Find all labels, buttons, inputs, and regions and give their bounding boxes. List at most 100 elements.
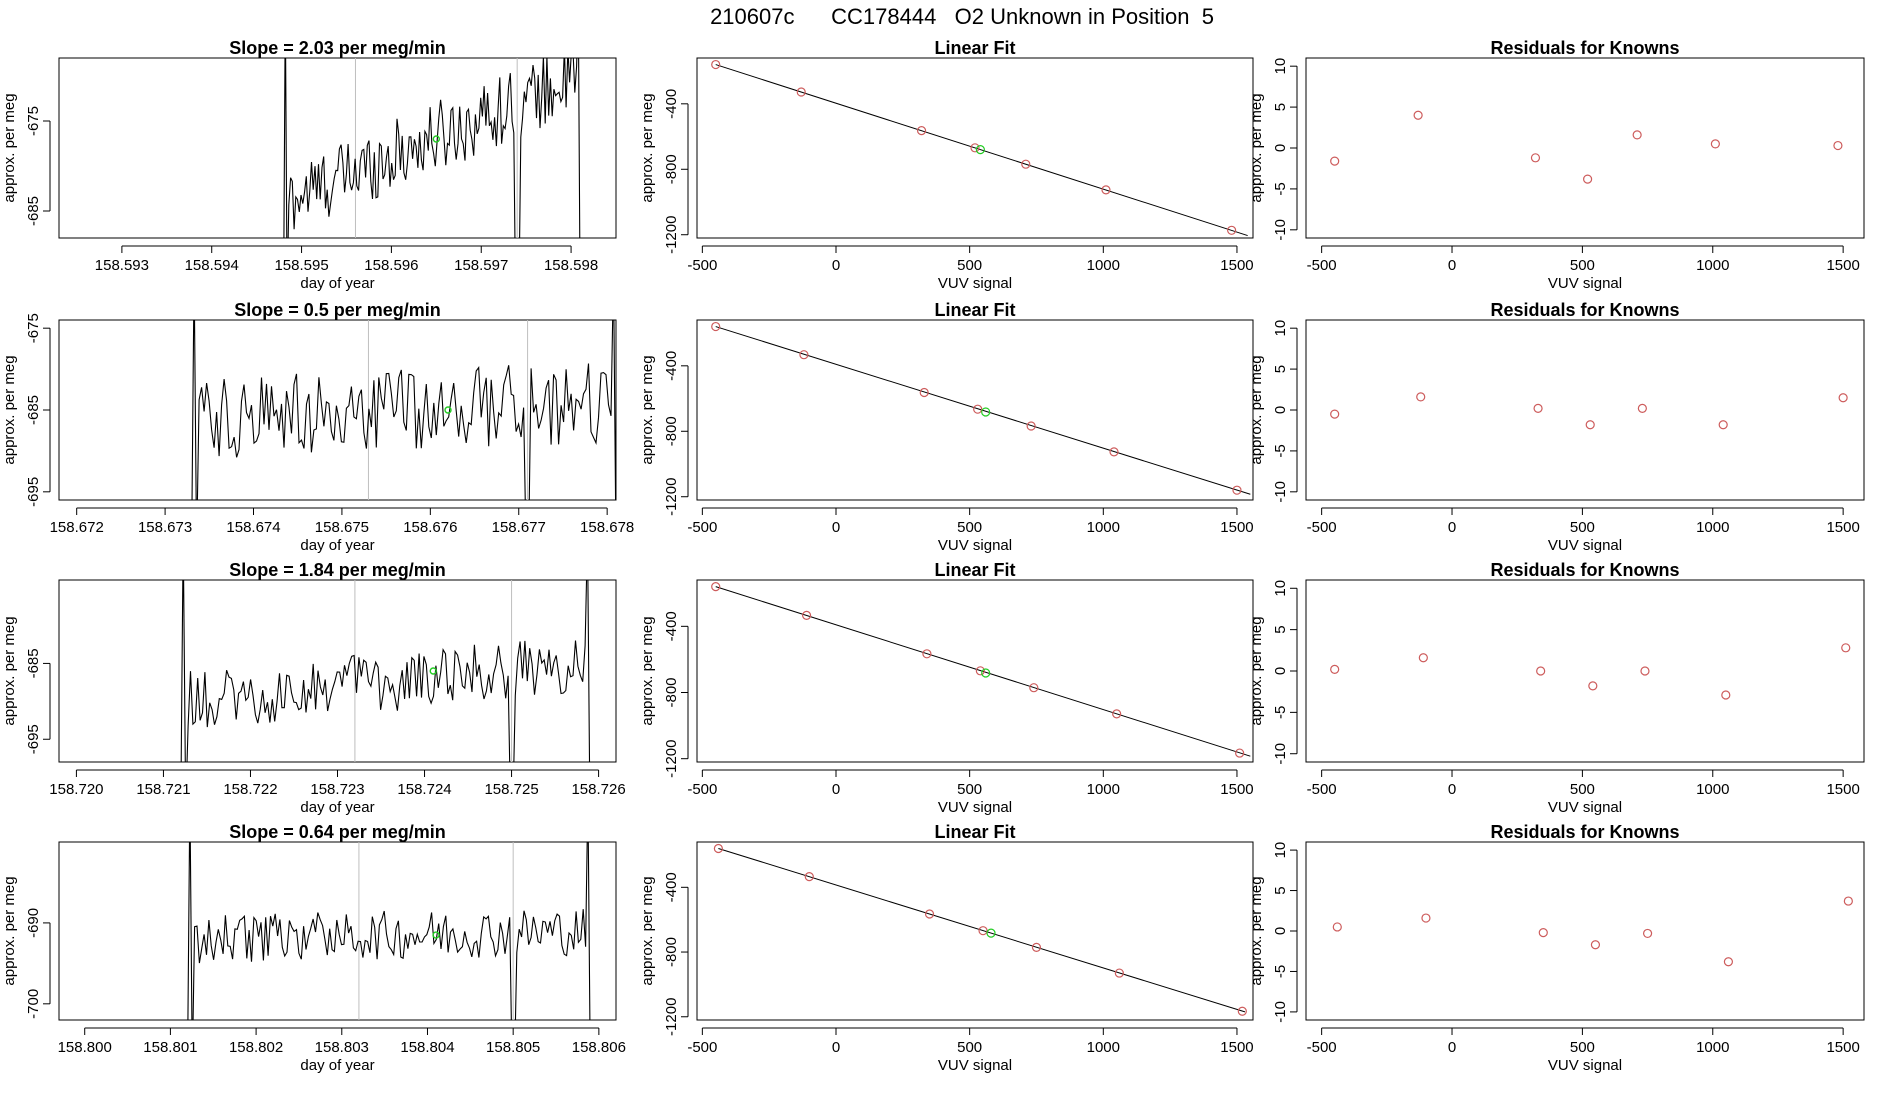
- known-point: [713, 843, 723, 854]
- y-tick-label: -685: [25, 395, 42, 425]
- y-tick-label: -400: [663, 89, 680, 119]
- panel-title: Residuals for Knowns: [1490, 560, 1679, 580]
- signal-trace: [180, 580, 591, 762]
- x-tick-label: 1500: [1826, 1039, 1859, 1056]
- x-tick-label: 158.598: [544, 257, 598, 274]
- panels: Slope = 2.03 per meg/min 158.593 158.594 15…: [1, 38, 1865, 1074]
- y-tick-label: -800: [663, 154, 680, 184]
- plot-area: [1330, 392, 1848, 430]
- plot-frame: [1305, 579, 1865, 763]
- x-tick-label: -500: [687, 781, 717, 798]
- plot-area: [711, 321, 1251, 495]
- unknown-point: [981, 668, 991, 678]
- signal-trace: [187, 842, 591, 1020]
- x-tick-label: -500: [1307, 519, 1337, 536]
- panel-title: Slope = 1.84 per meg/min: [229, 560, 446, 580]
- x-tick-label: 1500: [1220, 257, 1253, 274]
- residual-point: [1833, 140, 1843, 151]
- known-point: [711, 582, 721, 592]
- panel-title: Linear Fit: [934, 38, 1015, 58]
- x-axis-label: VUV signal: [1548, 1057, 1622, 1074]
- known-point: [924, 909, 935, 919]
- known-point: [973, 404, 983, 414]
- plot-area: [1330, 643, 1851, 700]
- x-tick-label: 1500: [1220, 781, 1253, 798]
- x-tick-label: 1500: [1826, 257, 1859, 274]
- x-axis-label: day of year: [300, 537, 374, 554]
- x-tick-label: -500: [1307, 1039, 1337, 1056]
- panel-r3-c2: Linear Fit -500 0 500 1000 1500 VUV signal -400…: [639, 560, 1254, 816]
- residual-point: [1538, 928, 1548, 938]
- x-tick-label: 158.726: [571, 781, 625, 798]
- unknown-point: [981, 407, 991, 417]
- y-tick-label: -400: [663, 872, 680, 902]
- panel-r2-c2: Linear Fit -500 0 500 1000 1500 VUV signal -400…: [639, 300, 1254, 554]
- y-tick-label: -685: [25, 196, 42, 226]
- x-tick-label: 158.721: [136, 781, 190, 798]
- x-tick-label: 500: [957, 1039, 982, 1056]
- y-tick-label: -5: [1272, 444, 1289, 457]
- x-tick-label: 158.675: [315, 519, 369, 536]
- plot-frame: [696, 841, 1254, 1021]
- residual-point: [1583, 174, 1593, 184]
- panel-r2-c1: Slope = 0.5 per meg/min 158.672 158.673 158…: [1, 300, 634, 554]
- x-tick-label: 158.595: [274, 257, 328, 274]
- x-tick-label: 158.674: [226, 519, 280, 536]
- residual-point: [1418, 653, 1428, 663]
- x-axis-label: VUV signal: [1548, 275, 1622, 292]
- y-tick-label: 5: [1272, 886, 1289, 894]
- known-point: [1237, 1006, 1247, 1016]
- x-tick-label: 1000: [1696, 257, 1729, 274]
- x-axis-label: day of year: [300, 1057, 374, 1074]
- x-axis-label: VUV signal: [938, 799, 1012, 816]
- x-tick-label: 158.724: [397, 781, 451, 798]
- y-tick-label: -800: [663, 416, 680, 446]
- signal-trace: [191, 320, 616, 500]
- plot-area: [187, 842, 591, 1020]
- y-tick-label: -675: [25, 313, 42, 343]
- y-axis-label: approx. per meg: [1, 93, 18, 202]
- x-tick-label: 158.800: [58, 1039, 112, 1056]
- known-point: [1227, 225, 1237, 235]
- known-point: [916, 126, 927, 136]
- y-tick-label: 0: [1272, 667, 1289, 675]
- panel-title: Linear Fit: [934, 560, 1015, 580]
- x-tick-label: 500: [1570, 257, 1595, 274]
- residual-point: [1718, 420, 1728, 430]
- x-tick-label: 500: [1570, 1039, 1595, 1056]
- residual-point: [1632, 130, 1642, 140]
- plot-frame: [58, 579, 617, 763]
- y-tick-label: 0: [1272, 927, 1289, 935]
- x-tick-label: 158.805: [486, 1039, 540, 1056]
- x-tick-label: 158.596: [364, 257, 418, 274]
- y-axis-label: approx. per meg: [1, 616, 18, 725]
- x-tick-label: 158.673: [138, 519, 192, 536]
- y-tick-label: 0: [1272, 406, 1289, 414]
- y-tick-label: -800: [663, 677, 680, 707]
- y-tick-label: 0: [1272, 144, 1289, 152]
- known-point: [978, 926, 988, 936]
- x-axis-label: VUV signal: [938, 1057, 1012, 1074]
- residual-point: [1536, 666, 1546, 676]
- residual-point: [1330, 664, 1340, 674]
- residual-point: [1710, 139, 1720, 149]
- known-point: [975, 666, 985, 676]
- plot-area: [713, 843, 1247, 1016]
- y-tick-label: -690: [25, 908, 42, 938]
- known-point: [1232, 485, 1242, 495]
- plot-area: [1330, 110, 1843, 184]
- x-tick-label: 158.802: [229, 1039, 283, 1056]
- x-tick-label: -500: [687, 519, 717, 536]
- unknown-mean-point: [429, 667, 437, 675]
- residual-point: [1585, 420, 1595, 430]
- x-tick-label: 1000: [1087, 1039, 1120, 1056]
- panel-r3-c3: Residuals for Knowns -500 0 500 1000 1500 VUV …: [1248, 560, 1865, 816]
- residual-point: [1530, 153, 1541, 163]
- panel-r2-c3: Residuals for Knowns -500 0 500 1000 1500 VUV …: [1248, 300, 1865, 554]
- y-tick-label: -10: [1272, 743, 1289, 765]
- y-axis-label: approx. per meg: [1248, 876, 1265, 985]
- y-tick-label: 10: [1272, 842, 1289, 859]
- known-point: [711, 59, 721, 70]
- x-tick-label: 1500: [1220, 1039, 1253, 1056]
